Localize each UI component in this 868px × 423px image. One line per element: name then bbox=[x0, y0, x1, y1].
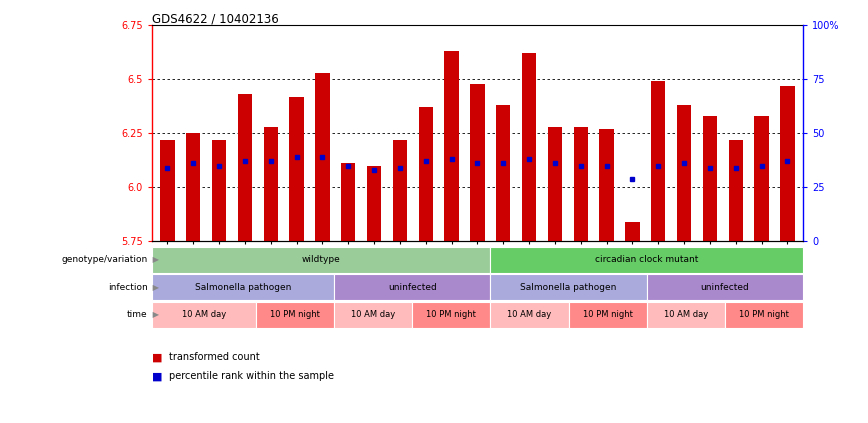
Bar bbox=[496, 105, 510, 241]
Text: infection: infection bbox=[108, 283, 148, 292]
Bar bbox=[548, 127, 562, 241]
Text: 10 PM night: 10 PM night bbox=[426, 310, 477, 319]
Bar bbox=[418, 107, 433, 241]
Text: ▶: ▶ bbox=[150, 283, 160, 292]
Bar bbox=[651, 82, 666, 241]
Bar bbox=[238, 94, 252, 241]
Bar bbox=[289, 96, 304, 241]
Text: uninfected: uninfected bbox=[388, 283, 437, 292]
Text: GDS4622 / 10402136: GDS4622 / 10402136 bbox=[152, 13, 279, 26]
Bar bbox=[703, 116, 717, 241]
Text: percentile rank within the sample: percentile rank within the sample bbox=[169, 371, 334, 382]
Bar bbox=[625, 222, 640, 241]
Bar bbox=[677, 105, 691, 241]
Bar bbox=[315, 73, 330, 241]
Text: genotype/variation: genotype/variation bbox=[62, 255, 148, 264]
Text: time: time bbox=[127, 310, 148, 319]
Text: circadian clock mutant: circadian clock mutant bbox=[595, 255, 699, 264]
Bar bbox=[754, 116, 769, 241]
Text: ■: ■ bbox=[152, 352, 162, 363]
Bar bbox=[780, 86, 794, 241]
Bar bbox=[393, 140, 407, 241]
Text: ▶: ▶ bbox=[150, 310, 160, 319]
Bar bbox=[367, 166, 381, 241]
Bar bbox=[186, 133, 201, 241]
Bar bbox=[444, 51, 458, 241]
Text: Salmonella pathogen: Salmonella pathogen bbox=[520, 283, 617, 292]
Text: 10 PM night: 10 PM night bbox=[582, 310, 633, 319]
Bar bbox=[600, 129, 614, 241]
Text: 10 AM day: 10 AM day bbox=[508, 310, 551, 319]
Text: 10 PM night: 10 PM night bbox=[739, 310, 789, 319]
Bar bbox=[522, 53, 536, 241]
Text: Salmonella pathogen: Salmonella pathogen bbox=[194, 283, 292, 292]
Text: wildtype: wildtype bbox=[302, 255, 340, 264]
Text: uninfected: uninfected bbox=[700, 283, 749, 292]
Bar bbox=[212, 140, 227, 241]
Text: ▶: ▶ bbox=[150, 255, 160, 264]
Text: transformed count: transformed count bbox=[169, 352, 260, 363]
Text: 10 AM day: 10 AM day bbox=[182, 310, 226, 319]
Bar bbox=[470, 84, 484, 241]
Text: 10 PM night: 10 PM night bbox=[270, 310, 320, 319]
Text: 10 AM day: 10 AM day bbox=[352, 310, 395, 319]
Bar bbox=[161, 140, 174, 241]
Bar bbox=[264, 127, 278, 241]
Bar bbox=[728, 140, 743, 241]
Bar bbox=[574, 127, 588, 241]
Text: ■: ■ bbox=[152, 371, 162, 382]
Text: 10 AM day: 10 AM day bbox=[664, 310, 707, 319]
Bar bbox=[341, 163, 355, 241]
